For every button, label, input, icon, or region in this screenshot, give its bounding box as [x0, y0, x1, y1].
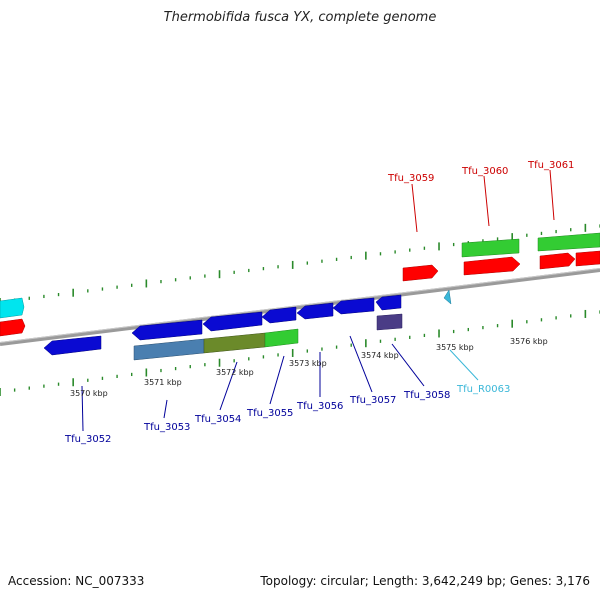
kbp-label-3574: 3574 kbp: [361, 351, 399, 360]
leader-tfu-3055: [269, 355, 285, 405]
leader-tfu-3057: [349, 335, 373, 393]
gene-label-tfu-3060[interactable]: Tfu_3060: [461, 166, 508, 177]
accession-label: Accession: NC_007333: [8, 574, 145, 588]
inner-tick-track: [0, 309, 600, 396]
kbp-label-3572: 3572 kbp: [216, 368, 254, 377]
genome-summary: Topology: circular; Length: 3,642,249 bp…: [260, 574, 590, 588]
gene-label-tfu-3061[interactable]: Tfu_3061: [527, 160, 574, 171]
kbp-label-3573: 3573 kbp: [289, 359, 327, 368]
kbp-label-3571: 3571 kbp: [144, 378, 182, 387]
genome-backbone: [0, 268, 600, 346]
cds-tfu-3061[interactable]: [537, 232, 600, 252]
gene-arrow-tfu-3057[interactable]: [332, 297, 375, 315]
cds-tfu-3060[interactable]: [461, 238, 520, 258]
gene-arrow-forward-edge-cyan[interactable]: [0, 297, 25, 319]
gene-arrow-tfu-3060[interactable]: [463, 256, 521, 276]
gene-arrow-forward-edge-red[interactable]: [0, 318, 26, 337]
leader-tfu-3052: [81, 385, 84, 432]
leader-tfu-3061: [549, 169, 555, 221]
gene-arrow-tfu-3054[interactable]: [202, 311, 263, 332]
outer-tick-track: [0, 223, 600, 306]
cds-tfu-3054[interactable]: [203, 332, 266, 354]
gene-arrow-next-forward[interactable]: [575, 250, 600, 267]
leader-tfu-3054: [219, 361, 238, 411]
gene-label-tfu-3055[interactable]: Tfu_3055: [246, 408, 293, 419]
gene-label-tfu-3053[interactable]: Tfu_3053: [143, 422, 190, 433]
gene-arrow-tfu-3055[interactable]: [261, 306, 297, 324]
gene-label-tfu-3057[interactable]: Tfu_3057: [349, 395, 396, 406]
kbp-label-3575: 3575 kbp: [436, 343, 474, 352]
cds-tfu-3055[interactable]: [264, 328, 299, 348]
leader-tfu-3058: [391, 343, 425, 387]
gene-arrow-tfu-3058[interactable]: [375, 294, 402, 311]
gene-label-tfu-r0063[interactable]: Tfu_R0063: [456, 384, 510, 395]
leader-tfu-r0063: [449, 349, 479, 381]
gene-label-tfu-3052[interactable]: Tfu_3052: [64, 434, 111, 445]
gene-label-tfu-3054[interactable]: Tfu_3054: [194, 414, 241, 425]
gene-arrow-tfu-3059[interactable]: [402, 264, 439, 282]
gene-arrow-tfu-3053[interactable]: [131, 319, 203, 341]
leader-tfu-3053: [163, 399, 168, 419]
gene-arrow-tfu-3061[interactable]: [539, 252, 576, 270]
leader-tfu-3060: [483, 175, 490, 227]
kbp-label-3570: 3570 kbp: [70, 389, 108, 398]
leader-tfu-3059: [411, 183, 418, 233]
rna-arrow-tfu-r0063[interactable]: [443, 289, 452, 305]
gene-label-tfu-3056[interactable]: Tfu_3056: [296, 401, 343, 412]
gene-arrow-tfu-3052[interactable]: [43, 335, 102, 356]
kbp-label-3576: 3576 kbp: [510, 337, 548, 346]
gene-label-tfu-3058[interactable]: Tfu_3058: [403, 390, 450, 401]
gene-label-tfu-3059[interactable]: Tfu_3059: [387, 173, 434, 184]
genome-backbone-highlight: [0, 268, 600, 343]
gene-arrow-tfu-3056[interactable]: [296, 302, 334, 320]
cds-tfu-3058[interactable]: [376, 313, 403, 331]
map-title: Thermobifida fusca YX, complete genome: [163, 10, 437, 25]
cds-tfu-3053[interactable]: [133, 338, 205, 361]
